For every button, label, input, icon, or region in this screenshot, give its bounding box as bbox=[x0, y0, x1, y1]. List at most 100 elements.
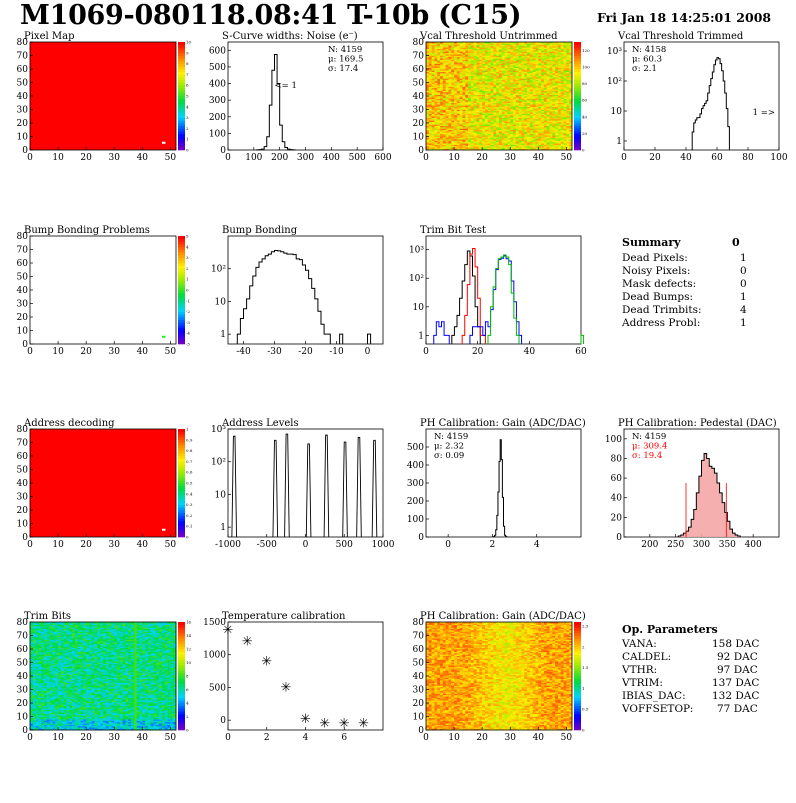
palette-step bbox=[178, 88, 185, 91]
annotation: <= 1 bbox=[275, 81, 297, 91]
palette-step bbox=[178, 69, 185, 72]
y-tick-label: 10 bbox=[413, 133, 425, 143]
palette-step bbox=[178, 467, 185, 470]
y-tick-label: 70 bbox=[17, 439, 29, 449]
palette-step bbox=[178, 290, 185, 293]
x-tick-label: 0 bbox=[27, 347, 33, 357]
palette-step bbox=[574, 131, 581, 134]
palette-step bbox=[178, 524, 185, 527]
palette-tick-label: 1 bbox=[186, 427, 189, 432]
x-tick-label: 40 bbox=[680, 153, 692, 163]
palette-step bbox=[178, 123, 185, 126]
y-tick-label: 10 bbox=[413, 303, 425, 313]
palette-step bbox=[178, 145, 185, 148]
palette-step bbox=[178, 336, 185, 339]
palette-step bbox=[178, 434, 185, 437]
palette-step bbox=[178, 268, 185, 271]
x-tick-label: 20 bbox=[476, 153, 488, 163]
palette-step bbox=[574, 61, 581, 64]
palette-step bbox=[178, 333, 185, 336]
y-tick-label: 200 bbox=[407, 497, 424, 507]
y-tick-label: 80 bbox=[17, 425, 29, 435]
heatmap-cells bbox=[30, 622, 176, 730]
palette-step bbox=[178, 451, 185, 454]
page-title: M1069-080118.08:41 T-10b (C15) bbox=[20, 0, 521, 31]
histogram-series-0 bbox=[452, 251, 480, 344]
color-palette bbox=[178, 42, 185, 150]
palette-tick-label: 120 bbox=[582, 48, 590, 53]
palette-step bbox=[178, 260, 185, 263]
y-tick-label: 30 bbox=[17, 106, 29, 116]
palette-step bbox=[178, 50, 185, 53]
chart-title: Pixel Map bbox=[24, 31, 74, 42]
palette-step bbox=[574, 128, 581, 131]
palette-step bbox=[178, 320, 185, 323]
color-palette bbox=[178, 429, 185, 537]
x-tick-label: 0 bbox=[27, 540, 33, 550]
palette-step bbox=[178, 521, 185, 524]
palette-tick-label: -3 bbox=[186, 320, 190, 325]
color-palette bbox=[574, 42, 581, 150]
palette-step bbox=[574, 66, 581, 69]
palette-tick-label: 0.6 bbox=[186, 470, 193, 475]
address-peak bbox=[343, 442, 348, 537]
palette-step bbox=[574, 72, 581, 75]
x-tick-label: 300 bbox=[693, 540, 710, 550]
chart-title: Bump Bonding Problems bbox=[24, 225, 150, 236]
palette-step bbox=[178, 304, 185, 307]
palette-step bbox=[178, 478, 185, 481]
annotation: 1 => bbox=[753, 108, 775, 118]
palette-step bbox=[574, 47, 581, 50]
y-tick-label: 40 bbox=[17, 286, 29, 296]
x-tick-label: -10 bbox=[329, 347, 344, 357]
y-tick-label: 500 bbox=[209, 63, 226, 73]
x-tick-label: 1000 bbox=[372, 540, 395, 550]
y-tick-label: 60 bbox=[17, 65, 29, 75]
y-tick-label: 50 bbox=[17, 466, 29, 476]
y-tick-label: 60 bbox=[17, 452, 29, 462]
palette-step bbox=[574, 107, 581, 110]
y-tick-label: 1 bbox=[220, 330, 226, 340]
palette-step bbox=[178, 461, 185, 464]
palette-tick-label: 0 bbox=[186, 148, 189, 153]
palette-step bbox=[178, 510, 185, 513]
palette-step bbox=[178, 515, 185, 518]
palette-step bbox=[178, 120, 185, 123]
palette-step bbox=[178, 96, 185, 99]
palette-step bbox=[178, 85, 185, 88]
palette-step bbox=[178, 42, 185, 45]
palette-step bbox=[178, 325, 185, 328]
chart-title: Bump Bonding bbox=[222, 225, 298, 236]
x-tick-label: 20 bbox=[649, 153, 661, 163]
palette-step bbox=[178, 255, 185, 258]
palette-step bbox=[178, 301, 185, 304]
address-peak bbox=[306, 444, 311, 537]
x-tick-label: 40 bbox=[137, 540, 149, 550]
palette-step bbox=[178, 66, 185, 69]
y-tick-label: 60 bbox=[413, 65, 425, 75]
palette-step bbox=[178, 77, 185, 80]
y-tick-label: 60 bbox=[17, 259, 29, 269]
palette-step bbox=[574, 110, 581, 113]
x-tick-label: 50 bbox=[165, 347, 177, 357]
y-tick-label: 600 bbox=[209, 46, 226, 56]
y-tick-label: 80 bbox=[413, 38, 425, 48]
palette-tick-label: 5 bbox=[186, 234, 189, 239]
palette-step bbox=[574, 123, 581, 126]
x-tick-label: 100 bbox=[245, 153, 262, 163]
palette-step bbox=[574, 142, 581, 145]
y-tick-label: 1 bbox=[616, 137, 622, 147]
palette-step bbox=[178, 61, 185, 64]
chart-title: Address decoding bbox=[23, 418, 115, 429]
y-tick-label: 80 bbox=[17, 232, 29, 242]
palette-step bbox=[574, 69, 581, 72]
palette-step bbox=[178, 295, 185, 298]
x-tick-label: 2 bbox=[490, 540, 496, 550]
